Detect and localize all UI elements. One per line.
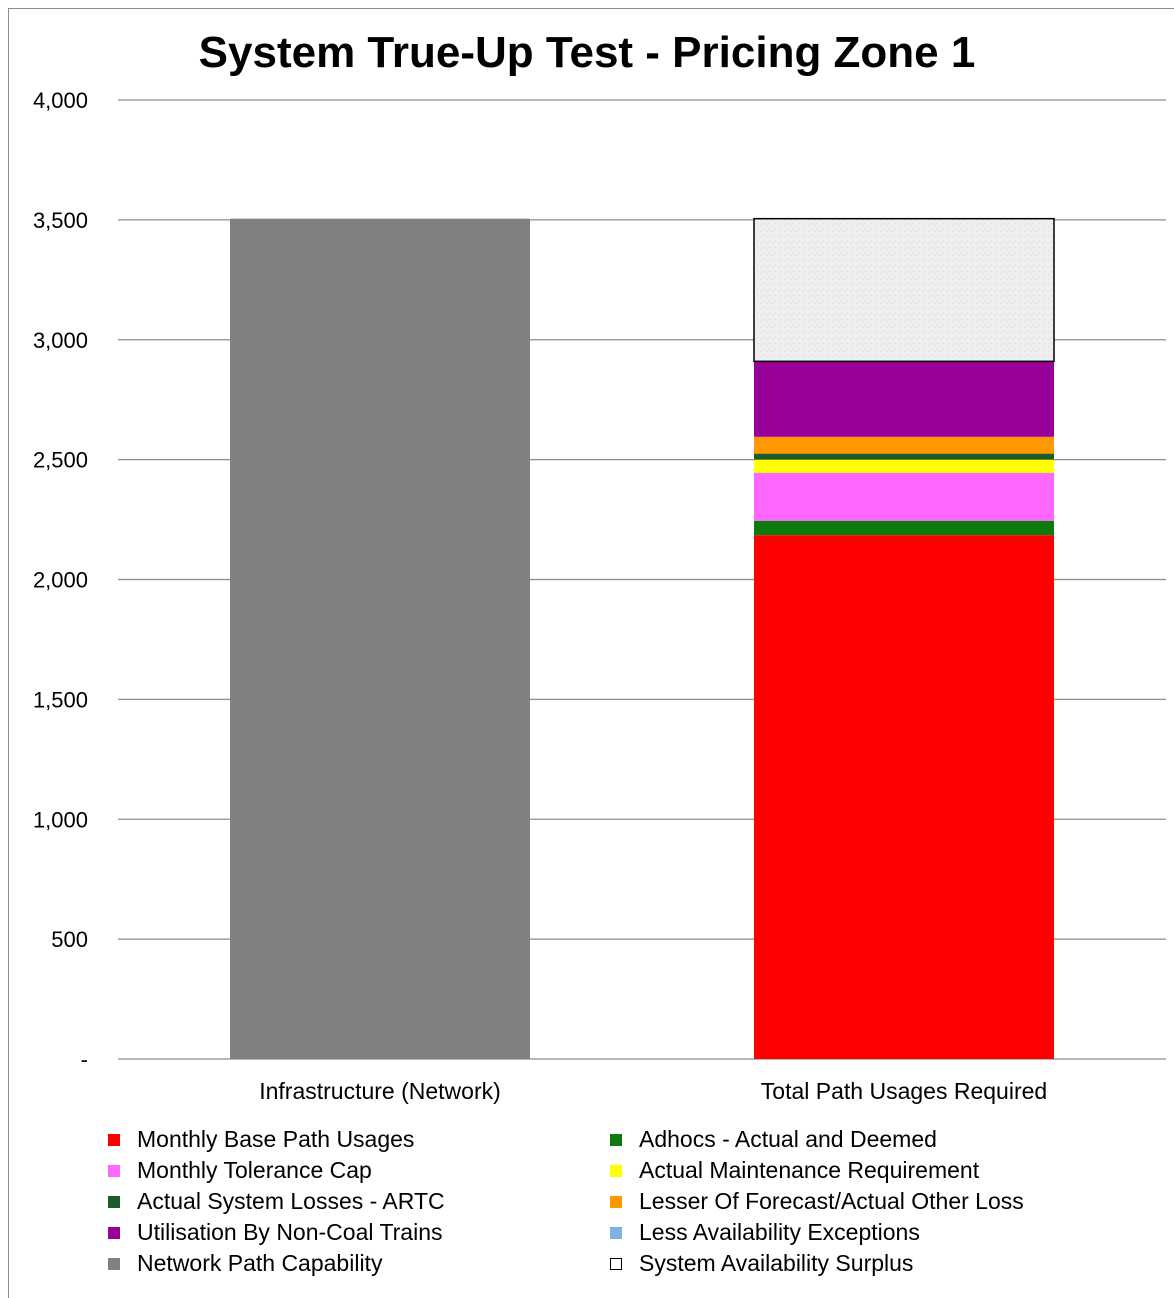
chart-title: System True-Up Test - Pricing Zone 1: [198, 28, 976, 77]
y-tick-label: 3,000: [33, 328, 88, 353]
legend-swatch: [610, 1133, 622, 1146]
legend-swatch: [610, 1164, 622, 1177]
legend-swatch: [108, 1164, 120, 1177]
bar-segment: [230, 218, 530, 1059]
legend-item: Monthly Tolerance Cap: [108, 1155, 610, 1186]
bar-segment: [754, 520, 1054, 536]
legend-item: Actual Maintenance Requirement: [610, 1155, 1110, 1186]
legend-swatch: [108, 1195, 120, 1208]
chart-legend: Monthly Base Path Usages Adhocs - Actual …: [108, 1124, 1108, 1279]
legend-label: Actual System Losses - ARTC: [137, 1188, 445, 1214]
legend-label: Utilisation By Non-Coal Trains: [137, 1219, 443, 1245]
legend-item: Monthly Base Path Usages: [108, 1124, 610, 1155]
legend-swatch: [610, 1257, 622, 1270]
bar-segment: [754, 453, 1054, 460]
legend-label: Actual Maintenance Requirement: [639, 1157, 980, 1183]
y-tick-label: 2,000: [33, 568, 88, 593]
y-tick-label: 3,500: [33, 208, 88, 233]
legend-item: Adhocs - Actual and Deemed: [610, 1124, 1110, 1155]
chart-plot: -5001,0001,5002,0002,5003,0003,5004,000 …: [33, 88, 1166, 1104]
legend-swatch: [108, 1133, 120, 1146]
legend-label: Monthly Base Path Usages: [137, 1126, 415, 1152]
legend-swatch: [610, 1195, 622, 1208]
bar-segment: [754, 459, 1054, 473]
legend-item: Lesser Of Forecast/Actual Other Loss: [610, 1186, 1110, 1217]
x-tick-label: Infrastructure (Network): [259, 1078, 501, 1104]
legend-label: Less Availability Exceptions: [639, 1219, 920, 1245]
legend-label: Adhocs - Actual and Deemed: [639, 1126, 937, 1152]
legend-label: Network Path Capability: [137, 1250, 383, 1276]
legend-swatch: [108, 1226, 120, 1239]
x-tick-label: Total Path Usages Required: [761, 1078, 1047, 1104]
bar-segment: [754, 361, 1054, 437]
legend-swatch: [610, 1226, 622, 1239]
y-tick-label: 500: [51, 927, 88, 952]
y-tick-label: 1,500: [33, 687, 88, 712]
legend-label: System Availability Surplus: [639, 1250, 914, 1276]
legend-item: System Availability Surplus: [610, 1248, 1110, 1279]
legend-item: Network Path Capability: [108, 1248, 610, 1279]
y-tick-label: 1,000: [33, 807, 88, 832]
y-tick-label: 2,500: [33, 448, 88, 473]
legend-label: Lesser Of Forecast/Actual Other Loss: [639, 1188, 1024, 1214]
legend-item: Actual System Losses - ARTC: [108, 1186, 610, 1217]
bar-segment: [753, 217, 1055, 363]
bar-segment: [754, 472, 1054, 521]
legend-label: Monthly Tolerance Cap: [137, 1157, 372, 1183]
legend-item: Utilisation By Non-Coal Trains: [108, 1217, 610, 1248]
legend-swatch: [108, 1257, 120, 1270]
y-tick-label: -: [81, 1047, 88, 1072]
legend-item: Less Availability Exceptions: [610, 1217, 1110, 1248]
bar-segment: [754, 436, 1054, 454]
y-tick-label: 4,000: [33, 88, 88, 113]
chart-frame: [8, 8, 1174, 1298]
bar-segment: [754, 535, 1054, 1059]
